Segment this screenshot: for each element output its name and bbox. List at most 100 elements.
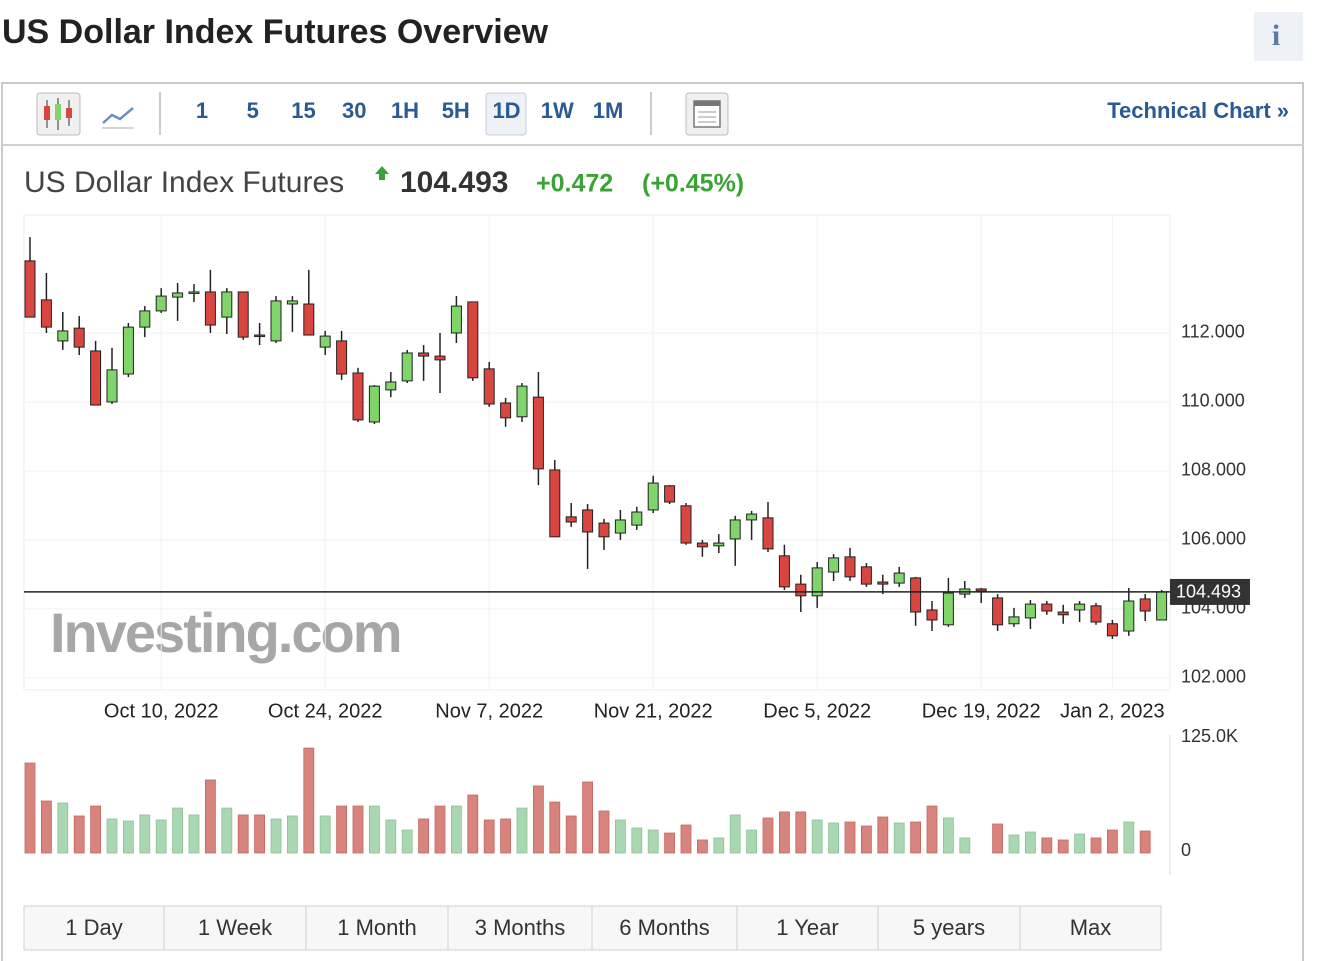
candle-body — [1024, 603, 1036, 619]
volume-bar — [1057, 839, 1069, 854]
range-button[interactable] — [305, 905, 449, 951]
quote-price: 104.493 — [400, 166, 508, 199]
y-tick-label: 112.000 — [1181, 322, 1245, 342]
candle-body — [647, 482, 659, 511]
candle-body — [336, 340, 348, 375]
candle-body — [893, 572, 905, 584]
volume-bar — [434, 805, 446, 854]
candle-body — [664, 485, 676, 503]
candle-body — [844, 556, 856, 578]
volume-bar — [123, 820, 134, 854]
icon — [66, 108, 72, 118]
y-tick-label: 106.000 — [1181, 529, 1246, 549]
icon — [44, 106, 50, 120]
volume-tick-label: 125.0K — [1181, 726, 1238, 746]
candle-body — [368, 385, 380, 423]
interval-button[interactable]: 1D — [492, 98, 520, 123]
line-type-button[interactable] — [102, 107, 134, 129]
volume-bar — [500, 818, 512, 854]
volume-bar — [139, 814, 151, 854]
info-button[interactable]: i — [1254, 12, 1303, 61]
range-button[interactable] — [23, 905, 165, 951]
candle-body — [926, 609, 938, 621]
candle-body — [713, 542, 725, 547]
page-title: US Dollar Index Futures Overview — [2, 13, 549, 51]
volume-bar — [779, 811, 790, 854]
candle-body — [614, 519, 626, 534]
candle-body — [467, 301, 479, 379]
volume-bar — [106, 818, 118, 854]
icon — [694, 101, 720, 106]
candle-body — [40, 299, 52, 328]
volume-bar — [910, 821, 921, 854]
volume-bar — [41, 800, 52, 854]
candle-body — [106, 369, 118, 403]
candle-body — [746, 513, 758, 521]
volume-bar — [24, 762, 36, 854]
interval-button[interactable]: 1M — [593, 98, 624, 123]
candle-body — [631, 511, 643, 526]
interval-button[interactable]: 1H — [391, 98, 419, 123]
interval-button[interactable]: 1 — [196, 98, 208, 123]
range-label: 1 Week — [198, 915, 273, 940]
candle-body — [385, 381, 397, 391]
x-tick-label: Oct 24, 2022 — [268, 700, 383, 722]
plot-frame — [23, 214, 1171, 691]
settings-button[interactable] — [685, 92, 729, 136]
candle-body — [90, 350, 102, 406]
candle-body — [729, 519, 741, 540]
volume-bar — [1090, 837, 1102, 854]
range-button[interactable] — [163, 905, 307, 951]
range-label: 1 Year — [776, 915, 838, 940]
volume-bar — [73, 815, 85, 854]
range-button[interactable] — [736, 905, 879, 951]
volume-bar — [598, 810, 610, 854]
candle-body — [139, 310, 151, 328]
candle-body — [828, 557, 840, 573]
candle-body — [516, 385, 528, 418]
interval-button[interactable]: 15 — [291, 98, 315, 123]
range-button[interactable] — [1019, 905, 1162, 951]
volume-bar — [762, 817, 774, 854]
candle-body — [270, 300, 282, 342]
technical-chart-link[interactable]: Technical Chart » — [1107, 98, 1289, 123]
candle-body — [532, 396, 544, 470]
x-tick-label: Dec 19, 2022 — [922, 700, 1041, 722]
candle-body — [483, 368, 495, 405]
candle-type-button[interactable] — [36, 92, 81, 136]
range-button[interactable] — [447, 905, 593, 951]
candle-body — [795, 583, 807, 597]
volume-bar — [303, 747, 315, 854]
interval-button[interactable]: 30 — [342, 98, 366, 123]
info-icon: i — [1272, 19, 1280, 52]
candle-body — [1041, 603, 1053, 612]
range-label: 5 years — [913, 915, 985, 940]
interval-button[interactable]: 1W — [541, 98, 574, 123]
range-button[interactable] — [877, 905, 1021, 951]
candle-body — [549, 469, 561, 538]
volume-bar — [483, 819, 495, 854]
volume-bar — [549, 801, 561, 854]
volume-bar — [204, 779, 216, 854]
interval-button[interactable]: 5 — [247, 98, 259, 123]
candle-body — [500, 402, 512, 419]
candle-body — [680, 505, 692, 544]
volume-bar — [811, 819, 823, 854]
volume-bar — [467, 794, 479, 854]
volume-bar — [959, 837, 971, 854]
volume-bar — [516, 807, 528, 854]
volume-bar — [368, 805, 380, 854]
candle-body — [418, 352, 430, 357]
candle-body — [237, 291, 249, 338]
volume-bar — [697, 839, 708, 854]
volume-bar — [1025, 831, 1036, 854]
candle-body — [1090, 605, 1102, 623]
candle-body — [696, 542, 708, 548]
candle-body — [57, 330, 69, 342]
interval-button[interactable]: 5H — [442, 98, 470, 123]
candle-body — [1123, 600, 1135, 632]
x-tick-label: Jan 2, 2023 — [1060, 700, 1165, 722]
volume-bar — [680, 824, 692, 854]
range-label: 1 Day — [65, 915, 122, 940]
